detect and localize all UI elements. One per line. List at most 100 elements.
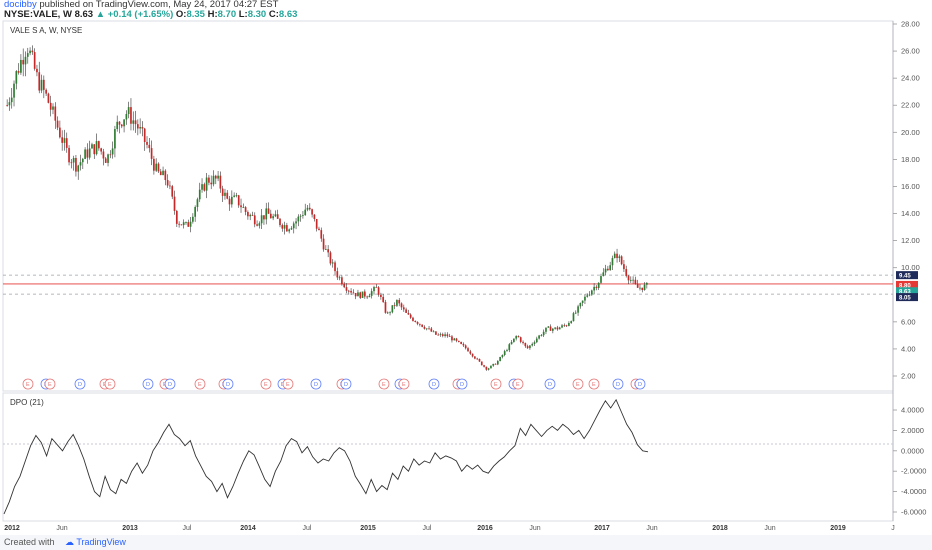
candle-body — [386, 312, 389, 314]
tradingview-brand[interactable]: TradingView — [76, 537, 126, 547]
candle-body — [114, 129, 116, 149]
price-tick-label: 22.00 — [901, 101, 920, 110]
candle-body — [304, 209, 307, 216]
candle-body — [258, 223, 261, 226]
event-marker-label: D — [78, 382, 82, 388]
candle-body — [68, 147, 70, 163]
candle-body — [501, 355, 504, 358]
candle-body — [226, 192, 229, 199]
candle-body — [625, 269, 628, 276]
candle-body — [471, 353, 474, 357]
candle-body — [338, 277, 341, 279]
candle-body — [430, 328, 433, 332]
earnings-event-marker — [282, 378, 294, 390]
candle-body — [414, 320, 417, 322]
price-tick-label: 4.00 — [901, 344, 916, 353]
candle-body — [72, 158, 75, 163]
price-change: ▲ +0.14 (+1.65%) — [95, 9, 174, 20]
candle-body — [22, 59, 25, 65]
candle-body — [483, 365, 485, 367]
candle-body — [579, 302, 582, 307]
candle-body — [460, 341, 462, 344]
candle-body — [242, 207, 245, 208]
candle-body — [150, 148, 153, 159]
candle-body — [322, 238, 325, 250]
candle-body — [396, 300, 398, 306]
candle-body — [208, 177, 210, 183]
candle-body — [616, 253, 618, 259]
candle-body — [127, 107, 130, 115]
dpo-tick-label: -6.0000 — [901, 508, 926, 517]
candle-body — [221, 188, 224, 196]
candle-body — [40, 79, 43, 91]
event-marker-label: D — [432, 382, 436, 388]
candle-body — [554, 327, 556, 329]
time-axis: 2012 Jun 2013 Jul 2014 Jul 2015 Jul 2016 Jun 2017 J… — [4, 525, 895, 532]
candle-body — [327, 249, 329, 253]
candle-body — [42, 79, 45, 90]
candle-body — [474, 356, 476, 359]
low-label: L: — [238, 9, 248, 20]
chart-canvas[interactable]: VALE S A, W, NYSE DPO (21) 28.00 26.00 24.… — [0, 0, 932, 535]
candle-body — [405, 309, 407, 313]
candle-body — [132, 120, 135, 124]
candle-body — [572, 313, 575, 322]
candle-body — [116, 121, 119, 130]
candle-body — [141, 127, 144, 129]
price-tick-label: 2.00 — [901, 372, 916, 381]
dividend-event-marker — [74, 378, 86, 390]
candle-body — [510, 341, 513, 345]
candle-body — [205, 177, 208, 191]
event-marker-label: E — [108, 382, 112, 388]
candle-body — [627, 275, 630, 281]
candle-body — [646, 282, 648, 285]
candle-body — [265, 208, 268, 220]
candle-body — [393, 305, 396, 307]
candle-body — [409, 314, 412, 318]
candle-body — [377, 287, 380, 295]
event-marker-label: D — [344, 382, 348, 388]
candle-body — [545, 327, 547, 332]
candle-body — [602, 272, 605, 277]
chart-header: docibby published on TradingView.com, Ma… — [4, 0, 297, 20]
candle-body — [134, 120, 137, 125]
candle-body — [613, 253, 616, 259]
candle-body — [389, 312, 391, 314]
event-marker-label: E — [516, 382, 520, 388]
candle-body — [535, 338, 538, 343]
candle-body — [370, 291, 373, 296]
open-label: O: — [175, 9, 187, 20]
candle-body — [52, 106, 54, 110]
candle-body — [56, 120, 59, 128]
candle-body — [334, 262, 336, 272]
candle-body — [485, 366, 488, 370]
candle-body — [457, 340, 460, 342]
time-axis-label: 2013 — [122, 525, 138, 532]
time-axis-label: Jun — [56, 525, 67, 532]
event-marker-label: D — [638, 382, 642, 388]
price-tick-label: 26.00 — [901, 47, 920, 56]
candle-body — [219, 175, 222, 189]
candle-body — [267, 208, 270, 214]
candle-body — [148, 144, 151, 149]
candle-body — [153, 158, 155, 171]
author-link[interactable]: docibby — [4, 0, 37, 10]
candle-body — [88, 148, 91, 158]
dpo-tick-label: 2.0000 — [901, 426, 924, 435]
candle-body — [279, 218, 281, 226]
candle-body — [343, 284, 346, 288]
dpo-pane-title: DPO (21) — [10, 398, 44, 407]
candle-body — [49, 102, 52, 110]
candle-body — [496, 361, 499, 365]
candle-body — [565, 325, 568, 327]
candle-body — [444, 334, 446, 336]
candle-body — [446, 334, 449, 337]
tradingview-logo-icon[interactable]: ☁ — [65, 537, 75, 547]
dividend-event-marker — [634, 378, 646, 390]
candle-body — [641, 287, 644, 291]
candle-body — [336, 271, 339, 278]
time-axis-label: J — [891, 525, 895, 532]
candle-body — [260, 215, 263, 224]
candle-body — [492, 363, 495, 366]
price-tick-label: 24.00 — [901, 74, 920, 83]
